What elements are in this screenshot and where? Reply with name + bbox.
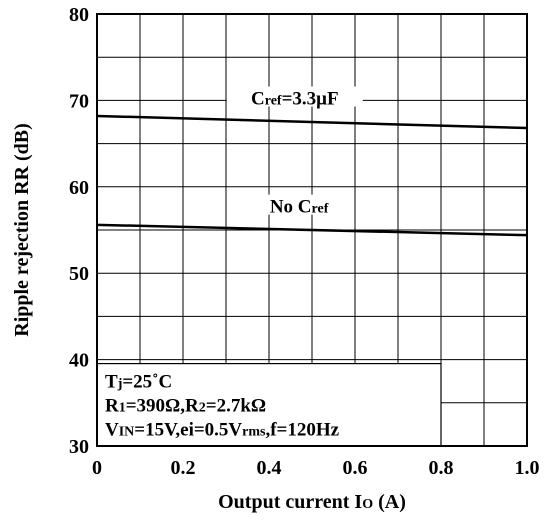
y-axis-label: Ripple rejection RR (dB) [11,123,33,337]
plot-frame [96,13,528,447]
y-tick-label: 50 [69,263,89,285]
series-label-2: No Cref [270,197,329,218]
series-label-bg [226,86,363,107]
condition-line-2: R1=390Ω,R2=2.7kΩ [105,396,266,417]
y-tick-label: 30 [69,436,89,458]
condition-line-3: VIN=15V,ei=0.5Vrms,f=120Hz [105,420,340,441]
x-tick-label: 0 [92,457,102,479]
x-tick-label: 1.0 [515,457,540,479]
y-tick-label: 80 [69,4,89,26]
condition-line-1: Tj=25˚C [105,372,172,393]
conditions-box-bg [96,363,442,447]
x-tick-labels: 0 0.2 0.4 0.6 0.8 1.0 [92,457,540,479]
y-tick-label: 70 [69,90,89,112]
series-line-1 [96,114,528,130]
x-tick-label: 0.4 [257,457,282,479]
y-tick-labels: 30 40 50 60 70 80 [69,4,89,458]
x-tick-label: 0.8 [429,457,454,479]
y-tick-label: 60 [69,177,89,199]
series-label-bg [249,194,350,215]
x-tick-label: 0.6 [343,457,368,479]
conditions-box: Tj=25˚C R1=390Ω,R2=2.7kΩ VIN=15V,ei=0.5Vrm… [96,363,442,447]
x-axis-label: Output current IO (A) [218,491,406,513]
series-lines: Cref=3.3μF No Cref [96,86,528,237]
y-tick-label: 40 [69,350,89,372]
series-line-2 [96,223,528,237]
x-tick-label: 0.2 [171,457,196,479]
series-label-1: Cref=3.3μF [251,89,339,110]
